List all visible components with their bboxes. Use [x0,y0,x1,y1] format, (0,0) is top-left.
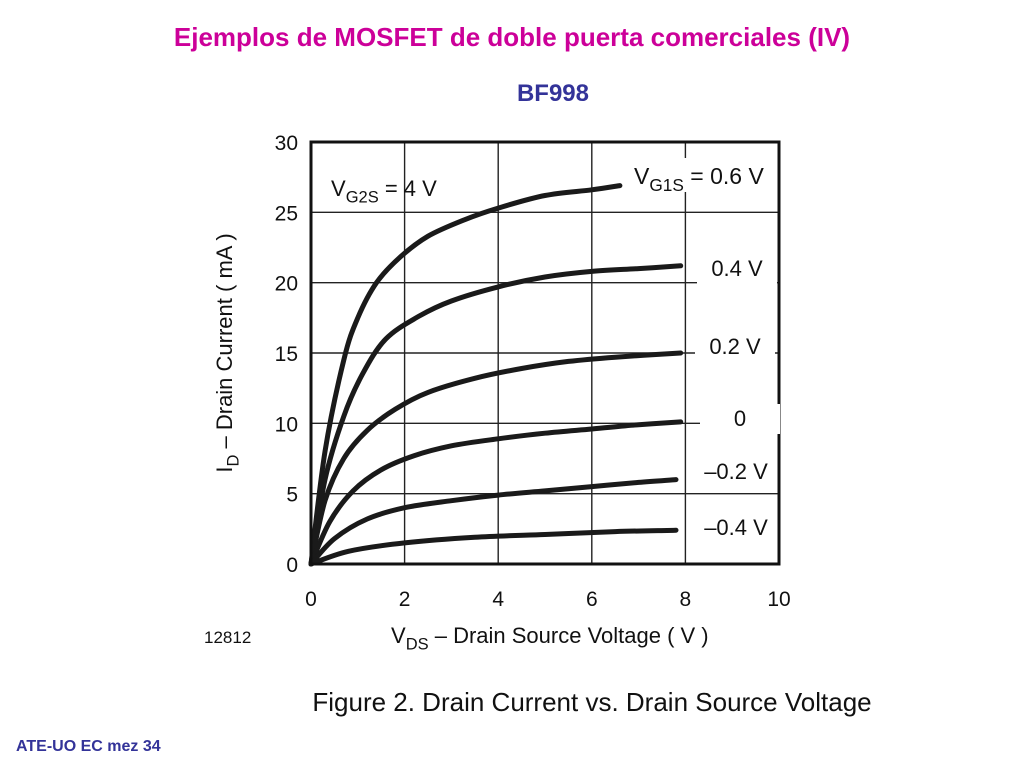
y-axis-label: ID – Drain Current ( mA ) [212,233,243,472]
figure-caption: Figure 2. Drain Current vs. Drain Source… [312,687,871,717]
x-tick-label: 8 [680,588,692,611]
y-tick-label: 0 [286,554,298,577]
y-tick-label: 10 [275,413,298,436]
curve-vg1s-1 [308,183,623,567]
x-tick-label: 10 [767,588,790,611]
curve-label-bg [696,513,776,543]
curve-label: –0.2 V [704,459,768,484]
curve-label: 0 [734,406,746,431]
figure-number: 12812 [204,628,251,647]
y-tick-label: 5 [286,484,298,507]
chart-curves [308,183,684,567]
x-tick-label: 6 [586,588,598,611]
curve-vg1s-4 [308,419,684,567]
slide-title: Ejemplos de MOSFET de doble puerta comer… [173,22,851,52]
curve-label: –0.4 V [704,515,768,540]
x-tick-label: 0 [305,588,317,611]
curve-vg1s-5 [308,477,679,567]
x-tick-label: 2 [399,588,411,611]
y-tick-label: 20 [275,273,298,296]
curve-label: 0.2 V [709,334,761,359]
y-tick-label: 25 [275,202,298,225]
curve-label-bg [695,332,775,362]
curve-label: 0.4 V [711,256,763,281]
legend-bg [628,158,776,192]
curve-vg1s-6 [308,527,679,567]
slide-subtitle: BF998 [516,80,590,107]
curve-label-bg [697,254,777,284]
chart-labels: 0 2 4 6 8 10 0 5 10 15 20 25 30 0.4 V 0.2 V 0 –0.2 V –0.4… [204,132,872,717]
x-tick-label: 4 [492,588,504,611]
legend-vg1s: VG1S = 0.6 V [634,163,764,195]
slide-footer: ATE-UO EC mez 34 [16,738,161,755]
annotation-vg2s: VG2S = 4 V [331,176,437,207]
x-axis-label: VDS – Drain Source Voltage ( V ) [391,623,709,654]
curve-vg1s-3 [308,350,684,567]
curve-label-bg [700,404,780,434]
y-tick-label: 15 [275,343,298,366]
curve-label-bg [696,457,776,487]
y-tick-label: 30 [275,132,298,155]
curve-vg1s-2 [308,263,684,567]
plot-frame [309,140,781,566]
